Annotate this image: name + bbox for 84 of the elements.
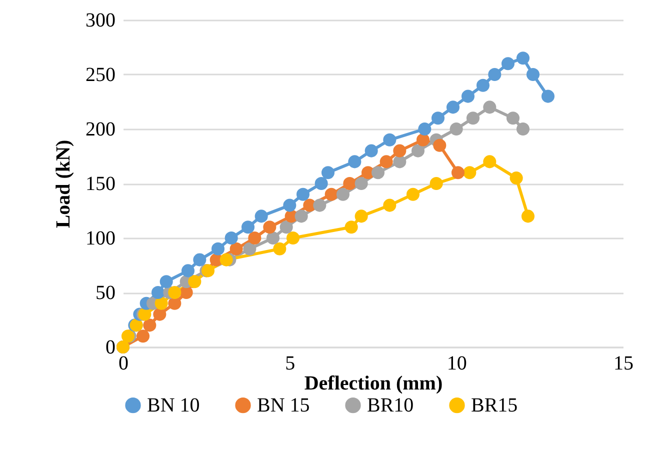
point <box>461 90 475 103</box>
point <box>354 176 368 190</box>
point <box>506 112 520 125</box>
point <box>371 166 385 180</box>
point <box>313 198 326 212</box>
point <box>230 242 243 256</box>
point <box>393 144 406 158</box>
point <box>168 286 182 300</box>
point <box>181 264 195 278</box>
point <box>321 166 335 180</box>
point <box>248 231 262 245</box>
point <box>510 172 523 185</box>
point <box>266 231 280 245</box>
x-tick-label: 5 <box>285 352 296 374</box>
y-tick-label: 250 <box>86 64 116 86</box>
legend-label: BR15 <box>471 394 518 416</box>
x-tick-label: 10 <box>446 352 467 374</box>
point <box>193 253 206 266</box>
point <box>263 220 276 234</box>
point <box>380 155 393 168</box>
point <box>501 57 515 70</box>
point <box>466 112 480 125</box>
point <box>451 166 465 180</box>
point <box>488 68 502 82</box>
point <box>324 188 338 201</box>
point <box>280 220 293 234</box>
y-tick-label: 150 <box>86 173 116 195</box>
point <box>151 286 165 300</box>
point <box>483 155 496 168</box>
point <box>314 176 328 190</box>
point <box>354 210 368 223</box>
point <box>154 296 168 310</box>
point <box>521 210 535 223</box>
y-axis-title: Load (kN) <box>52 140 74 228</box>
point <box>336 188 350 201</box>
point <box>406 188 420 201</box>
point <box>541 90 555 103</box>
x-axis-title: Deflection (mm) <box>304 372 443 394</box>
point <box>136 330 150 343</box>
point <box>526 68 540 82</box>
point <box>450 122 463 136</box>
point <box>431 112 445 125</box>
point <box>224 231 238 245</box>
point <box>476 78 490 92</box>
point <box>254 210 268 223</box>
point <box>211 242 225 256</box>
point <box>393 155 406 168</box>
point <box>411 144 425 158</box>
legend-label: BN 15 <box>257 394 310 416</box>
point <box>418 122 432 136</box>
point <box>160 275 173 288</box>
point <box>220 253 233 266</box>
point <box>243 242 256 256</box>
point <box>344 220 358 234</box>
y-tick-label: 200 <box>86 118 116 140</box>
point <box>383 133 396 146</box>
y-tick-label: 0 <box>106 336 116 358</box>
point <box>463 166 476 180</box>
point <box>446 100 460 114</box>
point <box>241 220 255 234</box>
point <box>433 138 446 152</box>
point <box>294 210 308 223</box>
y-tick-label: 300 <box>86 10 116 32</box>
legend-label: BN 10 <box>147 394 200 416</box>
y-tick-label: 100 <box>86 228 116 250</box>
point <box>364 144 378 158</box>
point <box>273 242 286 256</box>
point <box>286 231 300 245</box>
point <box>296 188 310 201</box>
point <box>153 308 166 321</box>
point <box>483 100 496 114</box>
y-tick-label: 50 <box>96 282 116 304</box>
point <box>416 133 430 146</box>
point <box>516 52 530 65</box>
point <box>348 155 362 168</box>
point <box>283 198 296 212</box>
x-tick-label: 15 <box>614 352 634 374</box>
point <box>168 296 182 310</box>
point <box>343 176 356 190</box>
point <box>516 122 530 136</box>
legend-label: BR10 <box>367 394 414 416</box>
point <box>430 176 443 190</box>
point <box>383 198 396 212</box>
point <box>143 318 156 332</box>
